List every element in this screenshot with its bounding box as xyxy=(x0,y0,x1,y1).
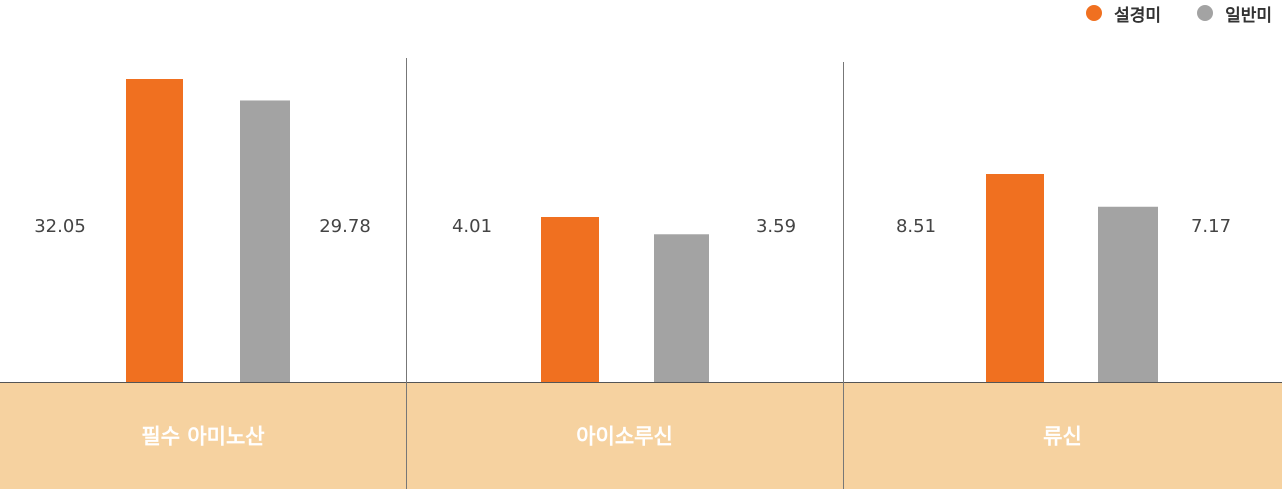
legend-label-series-2: 일반미 xyxy=(1225,5,1272,26)
value-label-1-series-1: 32.05 xyxy=(34,216,86,237)
category-label-2: 아이소루신 xyxy=(576,425,673,449)
bar-2-series-2 xyxy=(654,234,709,382)
bar-2-series-1 xyxy=(541,217,599,382)
legend: 설경미 일반미 xyxy=(1086,0,1272,26)
value-label-2-series-1: 4.01 xyxy=(452,216,492,237)
category-band xyxy=(0,382,1282,489)
legend-label-series-1: 설경미 xyxy=(1114,5,1162,26)
value-label-3-series-2: 7.17 xyxy=(1191,216,1231,237)
value-label-1-series-2: 29.78 xyxy=(319,216,371,237)
legend-item-series-2: 일반미 xyxy=(1197,1,1272,26)
bar-3-series-1 xyxy=(986,174,1044,382)
bar-3-series-2 xyxy=(1098,206,1158,382)
bar-1-series-1 xyxy=(126,79,183,382)
category-label-3: 류신 xyxy=(1043,425,1082,449)
category-label-1: 필수 아미노산 xyxy=(141,425,264,449)
legend-item-series-1: 설경미 xyxy=(1086,1,1161,26)
value-label-2-series-2: 3.59 xyxy=(756,216,796,237)
legend-dot-series-2 xyxy=(1197,5,1214,21)
legend-dot-series-1 xyxy=(1086,5,1103,21)
value-label-3-series-1: 8.51 xyxy=(896,216,936,237)
bar-1-series-2 xyxy=(240,100,290,382)
